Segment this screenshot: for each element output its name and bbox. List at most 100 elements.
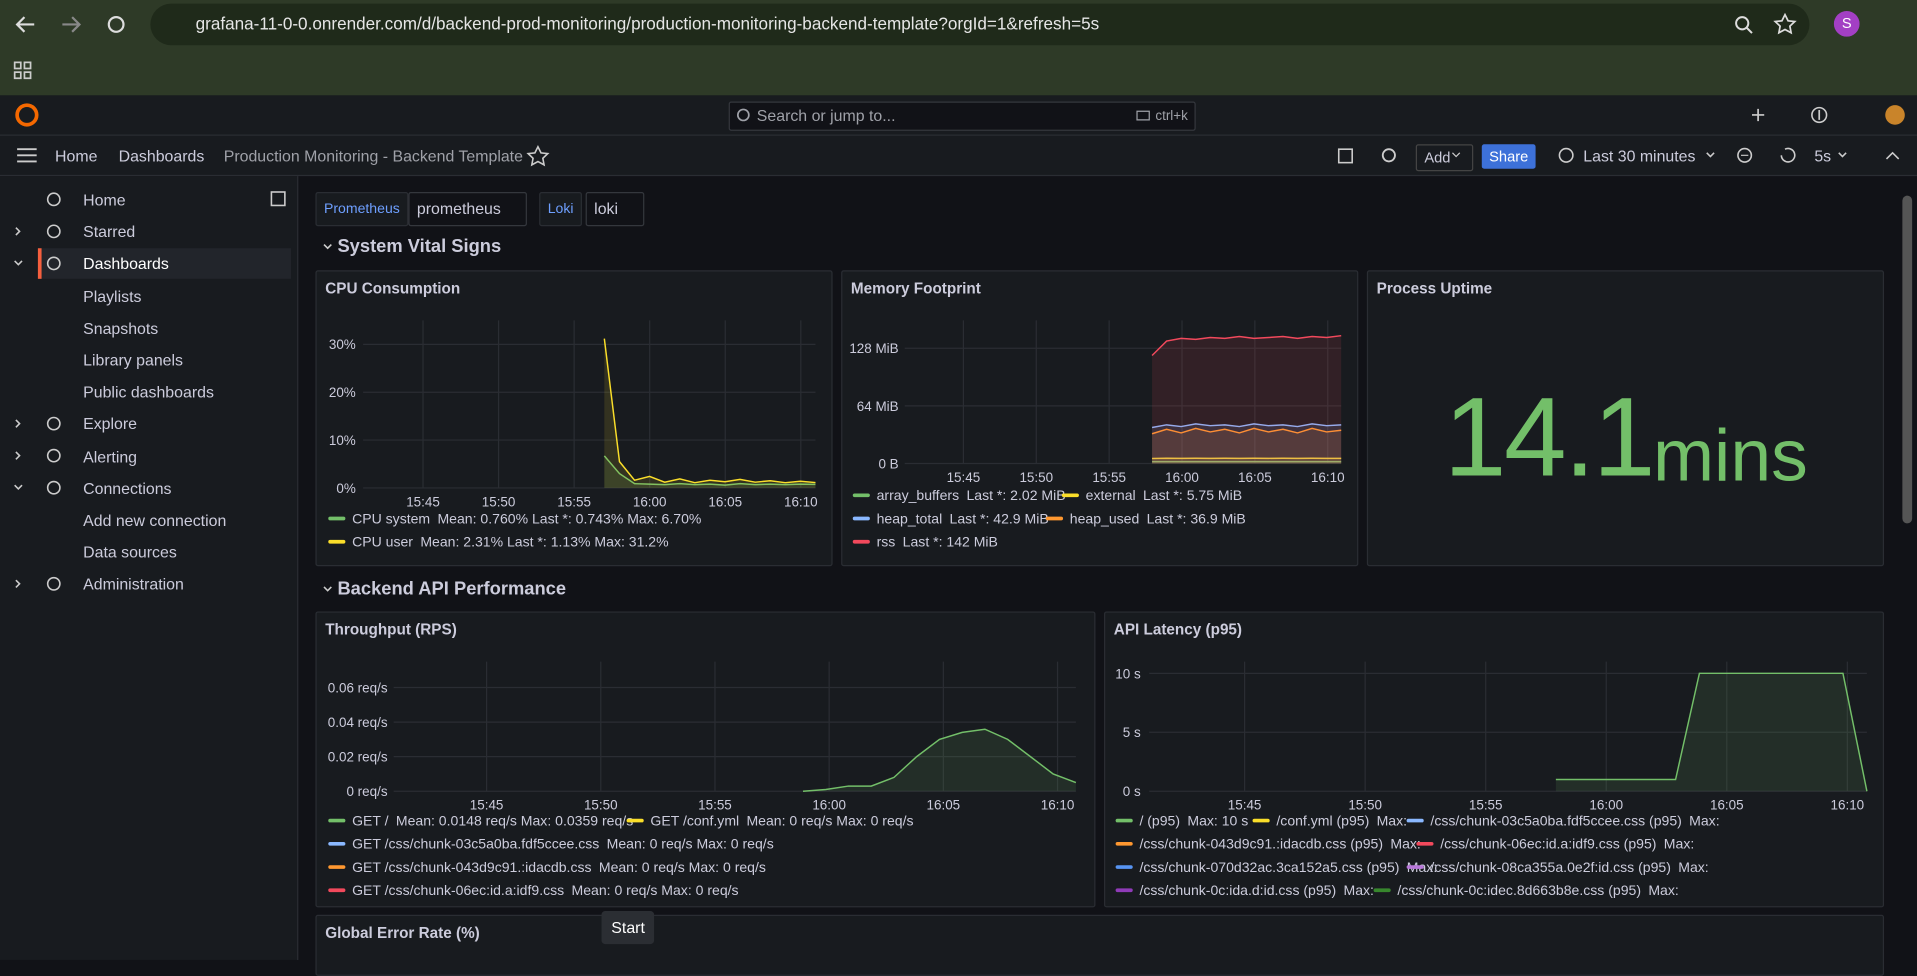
legend-name: /css/chunk-070d32ac.3ca152a5.css (p95): [1139, 859, 1399, 875]
legend-stats: Max:: [1648, 882, 1678, 898]
legend-entry[interactable]: GET /css/chunk-06ec:id.a:idf9.css Mean: 0…: [352, 882, 738, 898]
series-line: [604, 339, 815, 483]
legend-entry[interactable]: GET / Mean: 0.0148 req/s Max: 0.0359 req/…: [352, 812, 633, 828]
nav-icon: [48, 482, 60, 494]
y-tick-label: 64 MiB: [857, 399, 899, 414]
legend-entry[interactable]: heap_used Last *: 36.9 MiB: [1070, 510, 1246, 526]
legend-stats: Max:: [1377, 812, 1407, 828]
x-tick-label: 15:50: [1348, 798, 1382, 813]
legend-name: GET /conf.yml: [650, 812, 739, 828]
tooltip: Start: [602, 911, 655, 944]
legend-entry[interactable]: /css/chunk-08ca355a.0e2f:id.css (p95)Max…: [1430, 859, 1708, 875]
dock-icon: [271, 192, 284, 205]
x-tick-label: 15:50: [584, 798, 618, 813]
legend-name: /css/chunk-0c:idec.8d663b8e.css (p95): [1397, 882, 1641, 898]
legend-name: rss: [877, 534, 896, 550]
legend-name: heap_total: [877, 510, 943, 526]
y-tick-label: 30%: [329, 337, 356, 352]
legend-stats: Last *: 36.9 MiB: [1147, 510, 1246, 526]
chevron: [15, 261, 22, 265]
nav-icon: [48, 193, 60, 205]
legend-name: / (p95): [1139, 812, 1180, 828]
legend-name: /css/chunk-08ca355a.0e2f:id.css (p95): [1430, 859, 1670, 875]
y-tick-label: 20%: [329, 385, 356, 400]
x-tick-label: 16:05: [1238, 470, 1272, 485]
x-tick-label: 15:55: [557, 494, 591, 509]
y-tick-label: 0.06 req/s: [328, 680, 388, 695]
x-tick-label: 16:00: [1589, 798, 1623, 813]
legend-name: /css/chunk-06ec:id.a:idf9.css (p95): [1440, 836, 1656, 852]
legend-name: CPU user: [352, 534, 413, 550]
x-tick-label: 16:10: [1831, 798, 1865, 813]
legend-stats: Mean: 0 req/s Max: 0 req/s: [599, 859, 766, 875]
legend-stats: Max:: [1664, 836, 1694, 852]
legend-stats: Max:: [1344, 882, 1374, 898]
x-tick-label: 16:10: [1311, 470, 1345, 485]
y-tick-label: 0.04 req/s: [328, 715, 388, 730]
nav-icon: [48, 578, 60, 590]
nav-icon: [48, 225, 60, 237]
legend-entry[interactable]: /css/chunk-070d32ac.3ca152a5.css (p95)Ma…: [1139, 859, 1437, 875]
legend-name: GET /css/chunk-03c5a0ba.fdf5ccee.css: [352, 836, 599, 852]
x-tick-label: 15:45: [470, 798, 504, 813]
chevron: [16, 580, 20, 587]
nav-icon: [48, 450, 60, 462]
legend-stats: Mean: 0.0148 req/s Max: 0.0359 req/s: [396, 812, 633, 828]
y-tick-label: 0%: [336, 481, 355, 496]
x-tick-label: 16:05: [708, 494, 742, 509]
legend-entry[interactable]: /css/chunk-043d9c91.:idacdb.css (p95)Max…: [1139, 836, 1420, 852]
x-tick-label: 15:55: [1092, 470, 1126, 485]
legend-name: external: [1086, 487, 1136, 503]
legend-entry[interactable]: /css/chunk-0c:idec.8d663b8e.css (p95) Max…: [1397, 882, 1678, 898]
x-tick-label: 16:10: [784, 494, 818, 509]
x-tick-label: 15:45: [406, 494, 440, 509]
legend-stats: Mean: 2.31% Last *: 1.13% Max: 31.2%: [420, 534, 668, 550]
y-tick-label: 0 req/s: [346, 784, 387, 799]
x-tick-label: 15:45: [1228, 798, 1262, 813]
x-tick-label: 16:05: [927, 798, 961, 813]
legend-stats: Last *: 2.02 MiB: [966, 487, 1065, 503]
scrollbar: [1902, 196, 1912, 524]
y-tick-label: 10 s: [1115, 666, 1141, 681]
x-tick-label: 16:00: [633, 494, 667, 509]
y-tick-label: 10%: [329, 433, 356, 448]
legend-entry[interactable]: /conf.yml (p95) Max:: [1276, 812, 1407, 828]
series-area: [1152, 336, 1341, 464]
legend-stats: Mean: 0 req/s Max: 0 req/s: [607, 836, 774, 852]
legend-stats: Mean: 0.760% Last *: 0.743% Max: 6.70%: [437, 510, 701, 526]
legend-name: GET /: [352, 812, 389, 828]
legend-stats: Mean: 0 req/s Max: 0 req/s: [572, 882, 739, 898]
y-tick-label: 0 B: [878, 456, 898, 471]
legend-name: /css/chunk-043d9c91.:idacdb.css (p95): [1139, 836, 1383, 852]
legend-name: /conf.yml (p95): [1276, 812, 1369, 828]
y-tick-label: 128 MiB: [849, 341, 898, 356]
x-tick-label: 15:55: [698, 798, 732, 813]
legend-entry[interactable]: /css/chunk-03c5a0ba.fdf5ccee.css (p95)Ma…: [1430, 812, 1719, 828]
legend-stats: Max:: [1689, 812, 1719, 828]
chevron: [15, 485, 22, 489]
legend-name: GET /css/chunk-06ec:id.a:idf9.css: [352, 882, 564, 898]
legend-entry[interactable]: rss Last *: 142 MiB: [877, 534, 998, 550]
legend-entry[interactable]: / (p95)Max: 10 s: [1139, 812, 1248, 828]
x-tick-label: 16:00: [1165, 470, 1199, 485]
legend-entry[interactable]: /css/chunk-0c:ida.d:id.css (p95)Max:: [1139, 882, 1374, 898]
x-tick-label: 15:50: [1019, 470, 1053, 485]
nav-icon: [48, 257, 60, 269]
legend-entry[interactable]: GET /css/chunk-03c5a0ba.fdf5ccee.css Mean…: [352, 836, 774, 852]
y-tick-label: 0.02 req/s: [328, 750, 388, 765]
legend-entry[interactable]: /css/chunk-06ec:id.a:idf9.css (p95) Max:: [1440, 836, 1694, 852]
x-tick-label: 16:10: [1041, 798, 1075, 813]
legend-entry[interactable]: CPU user Mean: 2.31% Last *: 1.13% Max: 3…: [352, 534, 669, 550]
legend-stats: Last *: 142 MiB: [903, 534, 998, 550]
series-area: [604, 339, 815, 488]
x-tick-label: 16:05: [1710, 798, 1744, 813]
y-tick-label: 5 s: [1123, 725, 1141, 740]
legend-name: heap_used: [1070, 510, 1140, 526]
